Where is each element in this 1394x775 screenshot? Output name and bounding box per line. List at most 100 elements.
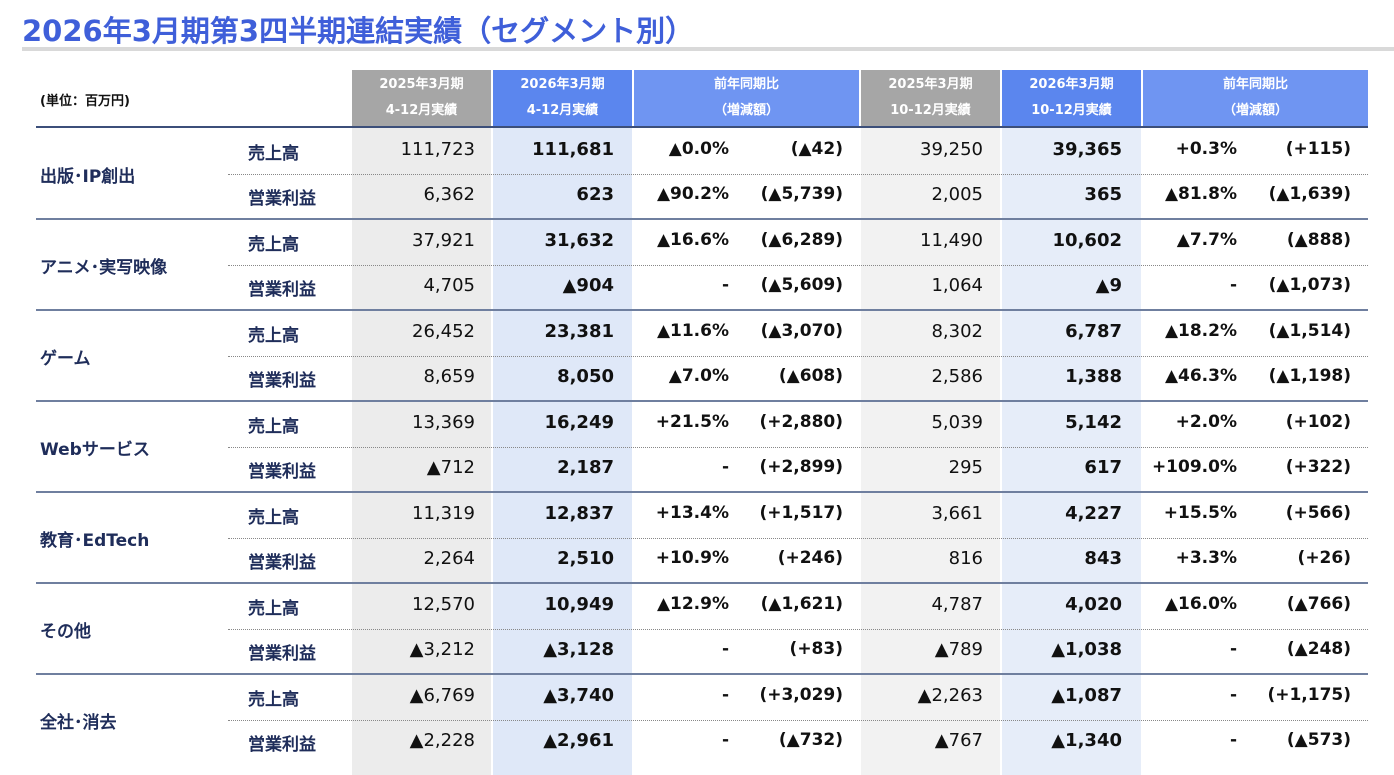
value-cell-c3: 816 <box>948 548 983 570</box>
value-cell-c2: ▲3,128 <box>543 639 614 661</box>
row-separator <box>228 173 1368 175</box>
header-line-1: 2025年3月期 <box>379 77 464 92</box>
value-cell-c3: 8,302 <box>931 320 983 342</box>
value-cell-c2: 2,187 <box>557 457 614 479</box>
value-cell-a1: (+2,899) <box>759 457 843 478</box>
segment-name: ゲーム <box>40 348 91 369</box>
metric-label: 営業利益 <box>248 189 316 210</box>
value-cell-a2: (▲766) <box>1286 593 1351 614</box>
value-cell-a1: (+3,029) <box>759 684 843 705</box>
metric-label: 売上高 <box>248 234 299 255</box>
value-cell-p1: ▲11.6% <box>656 320 729 341</box>
value-cell-p1: ▲16.6% <box>656 229 729 250</box>
metric-label: 営業利益 <box>248 371 316 392</box>
segment-separator <box>36 582 1368 584</box>
value-cell-c3: 1,064 <box>931 275 983 297</box>
value-cell-a1: (+1,517) <box>759 502 843 523</box>
header-line-1: 2026年3月期 <box>520 77 605 92</box>
value-cell-a2: (+322) <box>1285 457 1351 478</box>
value-cell-c4: ▲1,087 <box>1051 684 1122 706</box>
header-curr-oct-dec: 2026年3月期 10-12月実績 <box>1002 70 1141 126</box>
value-cell-c1: 26,452 <box>412 320 475 342</box>
metric-label: 営業利益 <box>248 644 316 665</box>
value-cell-c3: ▲789 <box>934 639 983 661</box>
value-cell-a2: (▲888) <box>1286 229 1351 250</box>
header-line-1: 2025年3月期 <box>888 77 973 92</box>
value-cell-c3: 5,039 <box>931 411 983 433</box>
header-line-1: 前年同期比 <box>713 77 779 92</box>
value-cell-c2: ▲904 <box>562 275 614 297</box>
value-cell-p2: - <box>1229 639 1237 660</box>
row-separator <box>228 355 1368 357</box>
value-cell-p1: ▲90.2% <box>656 184 729 205</box>
value-cell-a2: (▲1,514) <box>1268 320 1351 341</box>
value-cell-a2: (▲573) <box>1286 730 1351 751</box>
value-cell-c2: 623 <box>576 184 614 206</box>
value-cell-c3: ▲767 <box>934 730 983 752</box>
value-cell-c3: 3,661 <box>931 502 983 524</box>
value-cell-c2: 16,249 <box>544 411 614 433</box>
header-line-2: 4-12月実績 <box>385 103 458 118</box>
segment-separator <box>36 400 1368 402</box>
value-cell-c1: ▲2,228 <box>409 730 475 752</box>
metric-label: 営業利益 <box>248 553 316 574</box>
metric-label: 売上高 <box>248 143 299 164</box>
value-cell-c3: 39,250 <box>920 138 983 160</box>
value-cell-p2: +0.3% <box>1175 138 1237 159</box>
value-cell-c4: 5,142 <box>1065 411 1122 433</box>
header-prev-apr-dec: 2025年3月期 4-12月実績 <box>352 70 491 126</box>
segment-separator <box>36 218 1368 220</box>
value-cell-p2: ▲46.3% <box>1164 366 1237 387</box>
value-cell-p1: +13.4% <box>655 502 729 523</box>
value-cell-a2: (+1,175) <box>1267 684 1351 705</box>
value-cell-c1: 6,362 <box>423 184 475 206</box>
row-separator <box>228 719 1368 721</box>
value-cell-c4: 617 <box>1084 457 1122 479</box>
value-cell-c2: 31,632 <box>544 229 614 251</box>
value-cell-a1: (▲6,289) <box>760 229 843 250</box>
value-cell-p1: - <box>721 275 729 296</box>
value-cell-c2: 111,681 <box>532 138 614 160</box>
value-cell-c1: 11,319 <box>412 502 475 524</box>
value-cell-p2: +3.3% <box>1175 548 1237 569</box>
value-cell-p2: - <box>1229 730 1237 751</box>
value-cell-p2: - <box>1229 684 1237 705</box>
header-line-2: 10-12月実績 <box>890 103 971 118</box>
value-cell-c3: 295 <box>948 457 983 479</box>
value-cell-c2: 10,949 <box>544 593 614 615</box>
value-cell-a1: (▲608) <box>778 366 843 387</box>
segment-name: 出版･IP創出 <box>40 166 136 187</box>
metric-label: 売上高 <box>248 416 299 437</box>
column-bg-curr-apr-dec <box>493 128 632 775</box>
value-cell-c4: 10,602 <box>1052 229 1122 251</box>
metric-label: 売上高 <box>248 507 299 528</box>
value-cell-p1: - <box>721 457 729 478</box>
value-cell-c1: 8,659 <box>423 366 475 388</box>
header-prev-oct-dec: 2025年3月期 10-12月実績 <box>861 70 1000 126</box>
header-line-1: 前年同期比 <box>1222 77 1288 92</box>
value-cell-c2: ▲3,740 <box>543 684 614 706</box>
value-cell-p2: - <box>1229 275 1237 296</box>
value-cell-c1: 12,570 <box>412 593 475 615</box>
segment-name: アニメ･実写映像 <box>40 257 168 278</box>
value-cell-c3: 2,005 <box>931 184 983 206</box>
value-cell-c4: 365 <box>1084 184 1122 206</box>
value-cell-c3: 2,586 <box>931 366 983 388</box>
value-cell-c1: 2,264 <box>423 548 475 570</box>
value-cell-p1: +10.9% <box>655 548 729 569</box>
value-cell-p2: +15.5% <box>1163 502 1237 523</box>
value-cell-c4: 39,365 <box>1052 138 1122 160</box>
value-cell-a1: (+83) <box>789 639 843 660</box>
metric-label: 営業利益 <box>248 735 316 756</box>
value-cell-c4: ▲1,038 <box>1051 639 1122 661</box>
column-bg-prev-apr-dec <box>352 128 491 775</box>
segment-separator <box>36 309 1368 311</box>
value-cell-c1: 37,921 <box>412 229 475 251</box>
value-cell-p2: +2.0% <box>1175 411 1237 432</box>
value-cell-c4: 1,388 <box>1065 366 1122 388</box>
value-cell-c2: 8,050 <box>557 366 614 388</box>
header-line-2: 4-12月実績 <box>526 103 599 118</box>
header-line-2: 10-12月実績 <box>1031 103 1112 118</box>
value-cell-p1: - <box>721 730 729 751</box>
value-cell-p1: - <box>721 684 729 705</box>
